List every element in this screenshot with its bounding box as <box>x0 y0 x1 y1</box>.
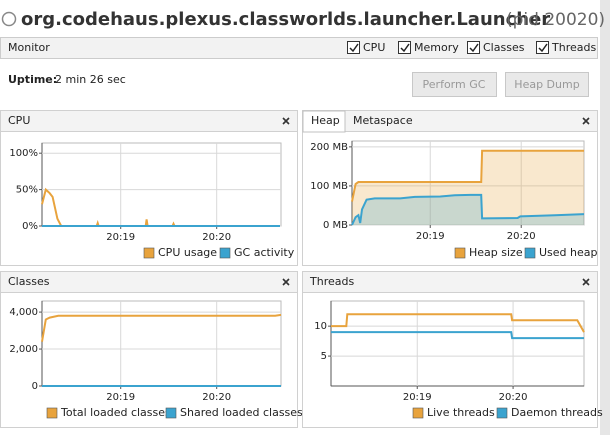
x-tick-label: 20:20 <box>202 392 231 403</box>
perform-gc-label[interactable]: Perform GC <box>423 78 486 91</box>
line <box>351 149 584 202</box>
panel-title: Threads <box>309 275 354 288</box>
y-tick-label: 50% <box>16 185 38 196</box>
app-title: org.codehaus.plexus.classworlds.launcher… <box>21 9 550 30</box>
y-tick-label: 4,000 <box>9 307 38 318</box>
legend-label: Used heap <box>539 246 598 259</box>
uptime-value: 2 min 26 sec <box>55 73 126 86</box>
checkmark[interactable] <box>538 43 548 53</box>
side-border <box>600 0 610 435</box>
y-tick-label: 2,000 <box>9 344 38 355</box>
line <box>41 313 282 342</box>
panel-title: CPU <box>8 114 30 127</box>
legend-swatch <box>524 247 536 259</box>
close-icon[interactable] <box>282 117 290 125</box>
checkmark[interactable] <box>349 43 359 53</box>
x-tick-label: 20:20 <box>507 231 536 242</box>
app-pid: (pid 20020) <box>506 10 605 30</box>
line <box>331 331 584 340</box>
x-tick-label: 20:19 <box>403 392 432 403</box>
plot-area <box>41 300 282 387</box>
panel-header <box>0 110 298 132</box>
x-tick-label: 20:19 <box>106 392 135 403</box>
legend-swatch <box>143 247 155 259</box>
area <box>352 194 584 225</box>
panel-header <box>302 110 598 132</box>
close-icon[interactable] <box>582 117 590 125</box>
checkbox-label[interactable]: Memory <box>414 41 459 54</box>
checkbox[interactable] <box>398 41 411 54</box>
legend-swatch <box>496 407 508 419</box>
x-tick-label: 20:19 <box>106 232 135 243</box>
legend-label: GC activity <box>234 246 295 259</box>
app-icon <box>1 11 17 27</box>
legend-label: Heap size <box>469 246 523 259</box>
close-icon[interactable] <box>582 278 590 286</box>
y-tick-label: 5 <box>321 351 327 362</box>
y-tick-label: 0 <box>32 381 38 392</box>
y-tick-label: 100 MB <box>310 181 348 192</box>
heap-dump-button[interactable] <box>505 72 589 97</box>
close-icon[interactable] <box>282 278 290 286</box>
checkbox-label[interactable]: Classes <box>483 41 525 54</box>
tab-label[interactable]: Metaspace <box>353 114 413 127</box>
line <box>351 193 585 226</box>
heap-dump-label[interactable]: Heap Dump <box>514 78 579 91</box>
legend-label: Daemon threads <box>511 406 603 419</box>
tab-active[interactable] <box>302 110 346 133</box>
panel-header <box>302 271 598 293</box>
x-tick-label: 20:20 <box>499 392 528 403</box>
legend-swatch <box>46 407 58 419</box>
panel-header <box>0 271 298 293</box>
tab-label[interactable]: Heap <box>311 114 340 127</box>
checkmark[interactable] <box>469 43 479 53</box>
area <box>352 150 584 225</box>
x-tick-label: 20:19 <box>416 231 445 242</box>
y-tick-label: 10 <box>314 321 327 332</box>
uptime-label: Uptime: <box>8 73 57 86</box>
monitor-bar <box>0 37 598 59</box>
checkmark[interactable] <box>400 43 410 53</box>
checkbox[interactable] <box>347 41 360 54</box>
legend-label: CPU usage <box>158 246 217 259</box>
y-tick-label: 100% <box>9 148 38 159</box>
checkbox-label[interactable]: Threads <box>551 41 596 54</box>
legend-label: Live threads <box>427 406 495 419</box>
y-tick-label: 200 MB <box>310 142 348 153</box>
line <box>41 187 280 227</box>
monitor-label: Monitor <box>8 41 50 54</box>
checkbox[interactable] <box>536 41 549 54</box>
legend-label: Shared loaded classes <box>180 406 303 419</box>
legend-swatch <box>219 247 231 259</box>
legend-label: Total loaded classes <box>60 406 171 419</box>
checkbox[interactable] <box>467 41 480 54</box>
legend-swatch <box>454 247 466 259</box>
y-tick-label: 0 MB <box>323 220 348 231</box>
checkbox-label[interactable]: CPU <box>363 41 385 54</box>
plot-area <box>41 142 282 227</box>
charts: CPU 0% 50% 100% 20:19 20:20 CPU usage GC activi… <box>0 110 603 428</box>
checkbox-group: CPU Memory Classes Threads <box>347 41 596 54</box>
legend-swatch <box>165 407 177 419</box>
legend-swatch <box>412 407 424 419</box>
y-tick-label: 0% <box>22 221 38 232</box>
line <box>331 313 585 333</box>
panel-title: Classes <box>8 275 50 288</box>
x-tick-label: 20:20 <box>202 232 231 243</box>
perform-gc-button[interactable] <box>412 72 497 97</box>
